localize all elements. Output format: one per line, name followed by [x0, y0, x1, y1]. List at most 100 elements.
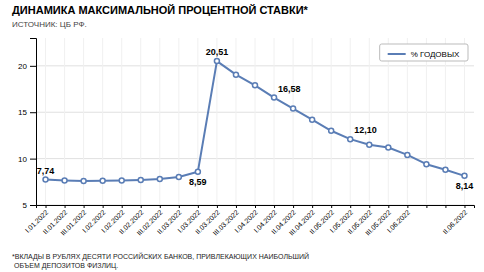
- y-tick-mark: [30, 205, 36, 206]
- data-label: 16,58: [278, 84, 301, 94]
- point: [443, 167, 448, 172]
- legend-item: % ГОДОВЫХ: [388, 50, 460, 59]
- x-tick-mark: [293, 205, 294, 208]
- point: [310, 117, 315, 122]
- point: [195, 169, 200, 174]
- y-tick: 5: [23, 201, 36, 210]
- grid-line-x: [274, 38, 275, 205]
- grid-line-x: [350, 38, 351, 205]
- y-tick: 10: [18, 155, 36, 164]
- x-tick-mark: [331, 205, 332, 208]
- data-labels: 7,74 8,59 20,51 16,58 12,10 8,14: [37, 47, 473, 191]
- point: [138, 177, 143, 182]
- source: ИСТОЧНИК: ЦБ РФ.: [12, 20, 87, 29]
- footnote: *ВКЛАДЫ В РУБЛЯХ ДЕСЯТИ РОССИЙСКИХ БАНКО…: [12, 252, 309, 270]
- point: [367, 142, 372, 147]
- data-label: 12,10: [354, 125, 377, 135]
- x-tick: II.06.2022: [441, 205, 468, 235]
- x-tick: [426, 205, 427, 208]
- x-tick: I.06.2022: [386, 205, 412, 234]
- y-tick-label: 10: [18, 155, 27, 164]
- y-tick-mark: [30, 159, 36, 160]
- x-tick-mark: [236, 205, 237, 208]
- x-tick-mark: [198, 205, 199, 208]
- x-axis-line: [37, 206, 475, 209]
- x-tick-mark: [65, 205, 66, 208]
- point: [214, 59, 219, 64]
- y-tick-label: 5: [23, 201, 28, 210]
- point: [100, 178, 105, 183]
- data-label: 7,74: [37, 166, 55, 176]
- grid-line-x: [388, 38, 389, 205]
- grid-line-x: [255, 38, 256, 205]
- point: [253, 83, 258, 88]
- point: [272, 95, 277, 100]
- footnote-line: *ВКЛАДЫ В РУБЛЯХ ДЕСЯТИ РОССИЙСКИХ БАНКО…: [12, 252, 309, 261]
- y-tick-mark: [30, 66, 36, 67]
- x-tick-mark: [464, 205, 465, 208]
- plot: 5 10 15 20 I.01.2022II.01.2022III.01.2022I.0…: [18, 38, 474, 237]
- x-tick-mark: [407, 205, 408, 208]
- x-axis: I.01.2022II.01.2022III.01.2022I.02.2022I…: [24, 205, 475, 237]
- point: [62, 178, 67, 183]
- x-tick-mark: [122, 205, 123, 208]
- x-tick-mark: [46, 205, 47, 208]
- legend-swatch: [388, 53, 406, 55]
- y-tick: 15: [18, 108, 36, 117]
- x-tick-mark: [388, 205, 389, 208]
- x-tick-label: II.06.2022: [441, 208, 468, 235]
- legend-label: % ГОДОВЫХ: [411, 50, 460, 59]
- chart: ДИНАМИКА МАКСИМАЛЬНОЙ ПРОЦЕНТНОЙ СТАВКИ*…: [0, 0, 484, 272]
- point: [405, 152, 410, 157]
- point: [462, 173, 467, 178]
- y-axis-line: [30, 39, 37, 206]
- grid: [36, 38, 474, 205]
- x-tick-mark: [179, 205, 180, 208]
- point: [119, 178, 124, 183]
- grid-line-x: [445, 38, 446, 205]
- y-tick-label: 20: [18, 62, 27, 71]
- legend: % ГОДОВЫХ: [380, 44, 468, 61]
- footnote-line: ОБЪЕМ ДЕПОЗИТОВ ФИЗЛИЦ.: [12, 262, 118, 270]
- x-tick-mark: [217, 205, 218, 208]
- x-tick-mark: [445, 205, 446, 208]
- line: [46, 61, 465, 181]
- grid-line-x: [426, 38, 427, 205]
- x-tick-mark: [350, 205, 351, 208]
- data-label: 8,14: [456, 181, 474, 191]
- x-tick-mark: [141, 205, 142, 208]
- y-tick-mark: [30, 112, 36, 113]
- data-label: 20,51: [206, 47, 229, 57]
- point: [386, 145, 391, 150]
- marks: [43, 59, 467, 184]
- x-tick-mark: [274, 205, 275, 208]
- point: [291, 106, 296, 111]
- x-tick-mark: [160, 205, 161, 208]
- point: [233, 72, 238, 77]
- data-label: 8,59: [189, 177, 207, 187]
- grid-line-x: [331, 38, 332, 205]
- y-tick: 20: [18, 62, 36, 71]
- point: [176, 174, 181, 179]
- point: [424, 162, 429, 167]
- x-tick: [445, 205, 446, 208]
- y-axis: 5 10 15 20: [18, 39, 36, 211]
- legend-box: [380, 44, 468, 61]
- x-tick-mark: [84, 205, 85, 208]
- point: [348, 137, 353, 142]
- grid-line-x: [407, 38, 408, 205]
- x-tick-mark: [312, 205, 313, 208]
- point: [157, 177, 162, 182]
- y-tick-label: 15: [18, 108, 27, 117]
- title: ДИНАМИКА МАКСИМАЛЬНОЙ ПРОЦЕНТНОЙ СТАВКИ*: [12, 4, 309, 16]
- grid-line-x: [369, 38, 370, 205]
- x-tick-mark: [369, 205, 370, 208]
- grid-line-x: [235, 38, 236, 205]
- point: [329, 128, 334, 133]
- grid-line-x: [293, 38, 294, 205]
- x-tick-mark: [426, 205, 427, 208]
- point: [43, 177, 48, 182]
- x-tick-mark: [103, 205, 104, 208]
- x-tick-label: I.06.2022: [386, 208, 412, 234]
- point: [81, 178, 86, 183]
